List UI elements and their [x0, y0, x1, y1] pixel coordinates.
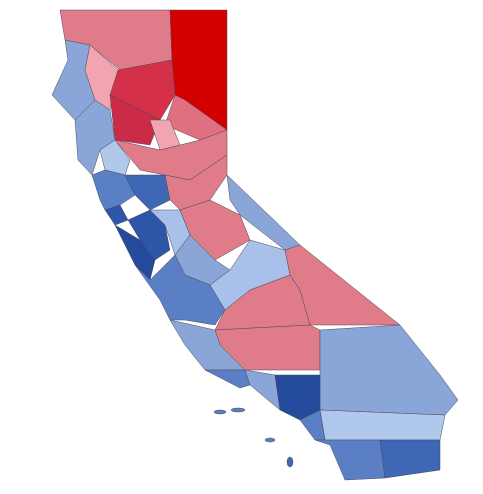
county [109, 59, 176, 121]
county [319, 324, 459, 416]
county [164, 154, 228, 211]
county [109, 94, 161, 146]
county [314, 439, 386, 481]
island [286, 456, 294, 468]
island [264, 437, 276, 443]
county [99, 139, 131, 176]
county [379, 439, 441, 479]
island [230, 407, 246, 413]
island [213, 409, 227, 415]
county [91, 169, 136, 211]
county [114, 129, 228, 181]
county [244, 369, 281, 411]
county [124, 174, 171, 211]
county [319, 409, 446, 441]
county [226, 174, 301, 251]
county [204, 369, 251, 389]
